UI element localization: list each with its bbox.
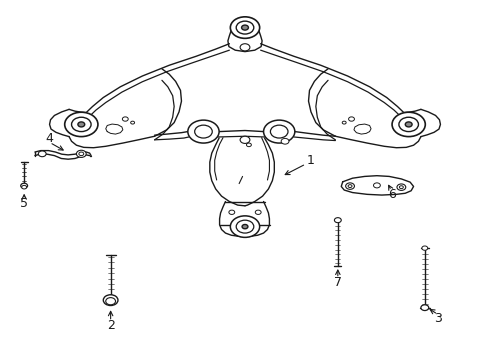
Circle shape (399, 117, 418, 132)
Circle shape (230, 17, 260, 39)
Circle shape (345, 183, 354, 189)
Circle shape (246, 143, 251, 147)
Circle shape (79, 152, 84, 156)
Text: 1: 1 (307, 154, 315, 167)
Circle shape (195, 125, 212, 138)
Circle shape (348, 117, 354, 121)
Text: 4: 4 (46, 132, 53, 145)
Circle shape (397, 184, 406, 190)
Circle shape (342, 121, 346, 124)
Circle shape (103, 295, 118, 306)
Circle shape (399, 186, 403, 189)
Circle shape (188, 120, 219, 143)
Text: 6: 6 (388, 188, 395, 201)
Text: 2: 2 (107, 319, 115, 332)
Circle shape (236, 220, 254, 233)
Text: 3: 3 (434, 311, 442, 325)
Text: 5: 5 (20, 197, 28, 210)
Circle shape (242, 225, 248, 229)
Text: 7: 7 (334, 276, 342, 289)
Circle shape (230, 216, 260, 237)
Circle shape (270, 125, 288, 138)
Circle shape (264, 120, 295, 143)
Circle shape (405, 122, 412, 127)
Circle shape (236, 21, 254, 34)
Circle shape (348, 185, 352, 188)
Circle shape (422, 246, 428, 250)
Circle shape (78, 122, 85, 127)
Circle shape (76, 150, 86, 157)
Circle shape (240, 136, 250, 143)
Circle shape (373, 183, 380, 188)
Circle shape (106, 298, 116, 305)
Circle shape (22, 185, 26, 189)
Circle shape (72, 117, 91, 132)
Circle shape (242, 25, 248, 30)
Circle shape (421, 305, 429, 311)
Circle shape (21, 183, 27, 188)
Circle shape (281, 138, 289, 144)
Circle shape (334, 218, 341, 223)
Circle shape (38, 151, 46, 157)
Circle shape (240, 44, 250, 51)
Circle shape (122, 117, 128, 121)
Circle shape (255, 210, 261, 215)
Circle shape (131, 121, 135, 124)
Circle shape (229, 210, 235, 215)
Circle shape (65, 112, 98, 136)
Circle shape (392, 112, 425, 136)
